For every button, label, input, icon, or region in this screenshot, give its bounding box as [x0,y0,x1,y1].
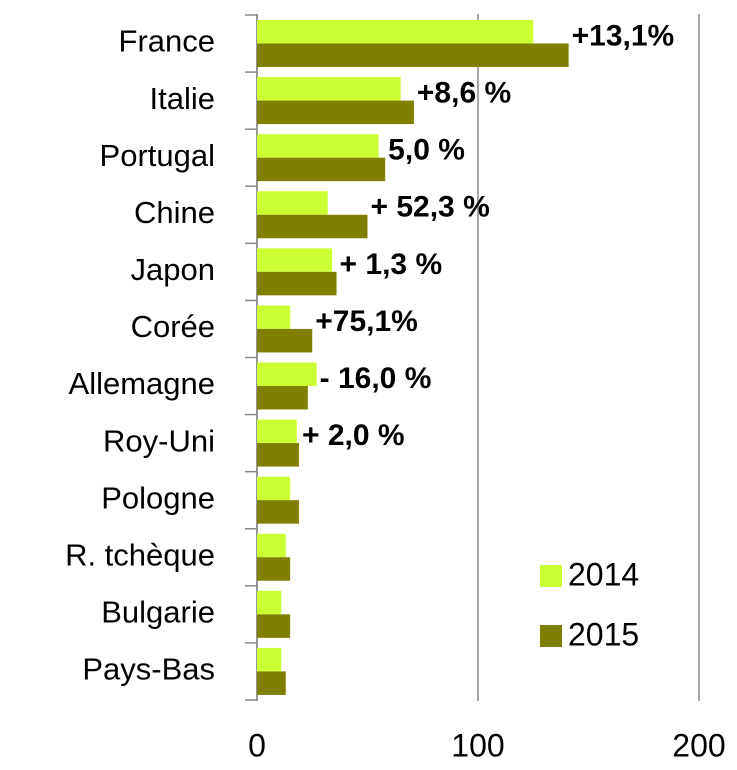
legend-swatch [540,565,562,587]
bar [257,328,313,353]
bar [257,362,317,386]
category-label: Pays-Bas [82,652,215,687]
legend-swatch [540,625,562,647]
bar [257,20,534,44]
x-tick-label: 200 [672,727,725,763]
category-label: Allemagne [69,366,215,401]
bar [257,43,569,67]
bar [257,248,333,272]
bar [257,305,291,329]
annotation: 5,0 % [388,134,465,167]
bar [257,419,297,444]
annotation: - 16,0 % [320,362,432,395]
category-label: Corée [131,309,215,344]
category-label: Japon [131,252,215,287]
category-label: Bulgarie [101,595,215,630]
bar [257,557,291,581]
category-label: Pologne [101,480,215,515]
category-label: Roy-Uni [103,423,215,458]
category-label: Portugal [100,138,215,173]
legend-label: 2014 [568,556,639,592]
category-label: Italie [150,81,215,116]
bar [257,191,328,215]
x-tick-label: 0 [248,727,266,763]
annotation: +8,6 % [417,77,511,110]
x-tick-label: 100 [451,727,504,763]
bar [257,647,282,672]
category-label: R. tchèque [65,537,215,572]
bar [257,533,286,558]
bar [257,386,308,410]
annotation: + 52,3 % [371,191,490,224]
category-label: Chine [134,195,215,230]
bar [257,500,299,524]
bar [257,77,401,101]
bar [257,590,282,615]
annotation: +13,1% [572,19,675,52]
bar [257,214,368,239]
annotation: +75,1% [315,305,418,338]
bar [257,134,379,158]
bar [257,100,414,125]
bar [257,157,386,182]
category-label: France [119,24,215,59]
bar [257,443,299,467]
bar [257,271,337,296]
legend-label: 2015 [568,616,639,652]
bar [257,671,286,695]
annotation: + 2,0 % [302,419,405,452]
annotation: + 1,3 % [340,248,443,281]
bar [257,614,291,638]
bar [257,476,291,501]
